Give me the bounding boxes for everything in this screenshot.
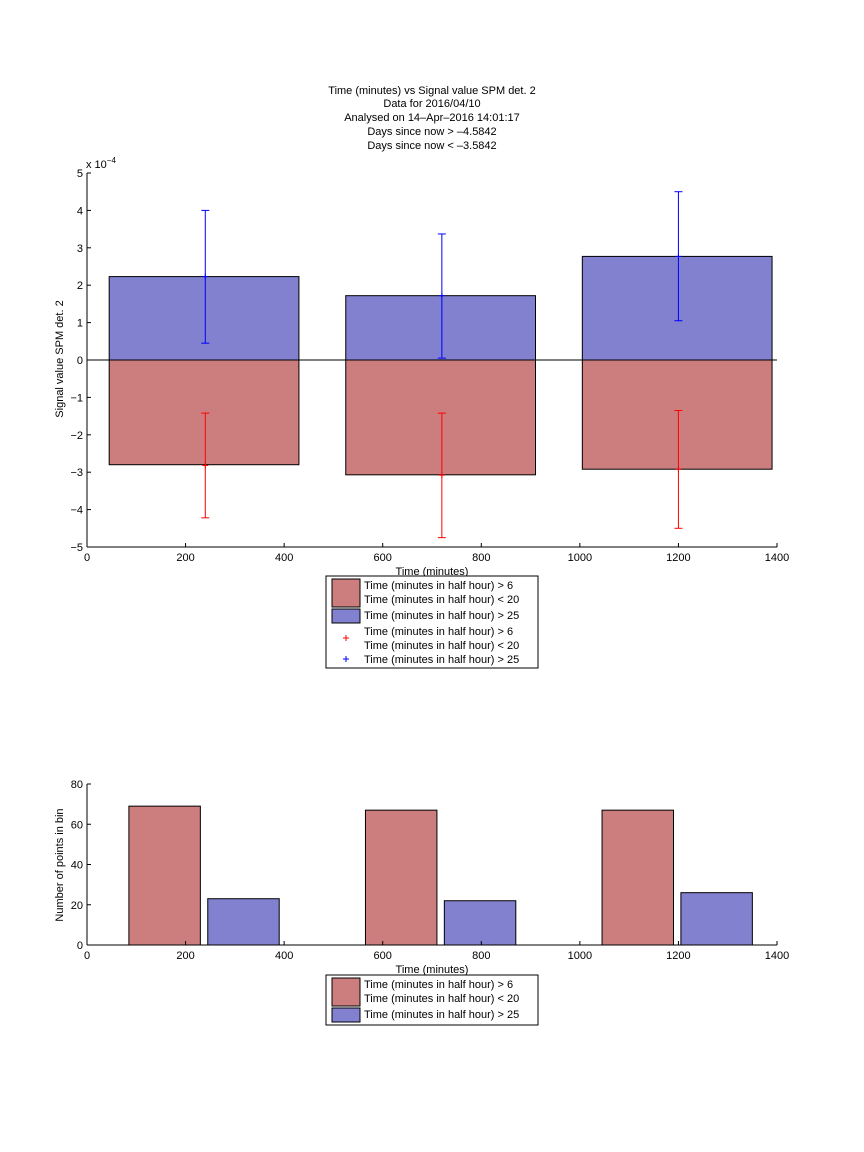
legend-label: Time (minutes in half hour) > 25 bbox=[364, 1009, 519, 1021]
chart1-title-line: Days since now > –4.5842 bbox=[367, 126, 496, 138]
legend-label: Time (minutes in half hour) > 25 bbox=[364, 610, 519, 622]
y-tick-label: 3 bbox=[77, 243, 83, 255]
y-tick-label: 40 bbox=[71, 860, 83, 872]
y-tick-label: 2 bbox=[77, 280, 83, 292]
positive-bar bbox=[345, 295, 536, 361]
negative-bar bbox=[581, 359, 773, 470]
y-tick-label: −3 bbox=[70, 467, 83, 479]
y-tick-label: −5 bbox=[70, 542, 83, 554]
x-tick-label: 800 bbox=[472, 552, 490, 564]
legend-swatch bbox=[331, 608, 361, 624]
chart2-axes: 0 200 400 600 800 1000 1200 1400 0 20 40 60 80 bbox=[71, 779, 789, 962]
y-tick-label: −1 bbox=[70, 392, 83, 404]
x-tick-label: 800 bbox=[472, 950, 490, 962]
chart1-title-line: Time (minutes) vs Signal value SPM det. … bbox=[328, 85, 535, 97]
chart1-errorbars bbox=[201, 191, 683, 539]
y-tick-label: −2 bbox=[70, 430, 83, 442]
legend-box bbox=[325, 575, 539, 669]
legend-label: Time (minutes in half hour) > 6 bbox=[364, 626, 513, 638]
chart1-y-exponent: x 10−4 bbox=[86, 156, 116, 171]
x-tick-label: 1000 bbox=[568, 552, 592, 564]
legend-box bbox=[325, 974, 539, 1026]
y-tick-label: 4 bbox=[77, 205, 83, 217]
x-tick-label: 1200 bbox=[666, 552, 690, 564]
y-tick-label: 1 bbox=[77, 318, 83, 330]
chart2-legend: Time (minutes in half hour) > 6 Time (min… bbox=[325, 974, 539, 1026]
x-tick-label: 200 bbox=[176, 950, 194, 962]
legend-label: Time (minutes in half hour) > 6 bbox=[364, 979, 513, 991]
x-tick-label: 400 bbox=[275, 950, 293, 962]
x-tick-label: 0 bbox=[84, 950, 90, 962]
y-tick-label: 5 bbox=[77, 168, 83, 180]
count-bar-late bbox=[680, 892, 753, 946]
y-tick-label: −4 bbox=[70, 505, 83, 517]
chart1-bars bbox=[108, 255, 773, 476]
x-tick-label: 600 bbox=[374, 552, 392, 564]
y-tick-label: 0 bbox=[77, 355, 83, 367]
chart1-axes: 0 200 400 600 800 1000 1200 1400 −5 −4 −3 −2 −1 0 1 2 3 4… bbox=[70, 168, 789, 564]
legend-swatch bbox=[331, 1007, 361, 1023]
legend-label: Time (minutes in half hour) < 20 bbox=[364, 993, 519, 1005]
count-bar-early bbox=[364, 809, 438, 946]
negative-bar bbox=[108, 359, 300, 466]
count-bar-early bbox=[601, 809, 674, 946]
legend-label: Time (minutes in half hour) > 25 bbox=[364, 654, 519, 666]
legend-label: Time (minutes in half hour) < 20 bbox=[364, 594, 519, 606]
x-tick-label: 1400 bbox=[765, 950, 789, 962]
positive-bar bbox=[581, 255, 773, 361]
chart1-title-line: Analysed on 14–Apr–2016 14:01:17 bbox=[344, 112, 520, 124]
legend-label: Time (minutes in half hour) < 20 bbox=[364, 640, 519, 652]
count-bar-late bbox=[443, 900, 517, 946]
x-tick-label: 1400 bbox=[765, 552, 789, 564]
chart2-x-axis-label: Time (minutes) bbox=[396, 964, 469, 976]
chart1-legend: Time (minutes in half hour) > 6 Time (min… bbox=[325, 575, 539, 669]
y-tick-label: 0 bbox=[77, 940, 83, 952]
x-tick-label: 400 bbox=[275, 552, 293, 564]
negative-bar bbox=[345, 359, 536, 476]
y-tick-label: 80 bbox=[71, 779, 83, 791]
positive-bar bbox=[108, 276, 300, 361]
count-bar-late bbox=[207, 898, 280, 946]
legend-swatch bbox=[331, 977, 361, 1007]
chart1-title-line: Days since now < –3.5842 bbox=[367, 140, 496, 152]
x-tick-label: 200 bbox=[176, 552, 194, 564]
chart2-bars bbox=[128, 805, 753, 946]
x-tick-label: 600 bbox=[374, 950, 392, 962]
x-tick-label: 1200 bbox=[666, 950, 690, 962]
chart1-x-axis-label: Time (minutes) bbox=[396, 566, 469, 578]
count-bar-early bbox=[128, 805, 201, 946]
y-tick-label: 60 bbox=[71, 819, 83, 831]
x-tick-label: 0 bbox=[84, 552, 90, 564]
chart1-y-axis-label: Signal value SPM det. 2 bbox=[54, 300, 66, 417]
legend-swatch bbox=[331, 578, 361, 608]
legend-label: Time (minutes in half hour) > 6 bbox=[364, 580, 513, 592]
chart1-title-line: Data for 2016/04/10 bbox=[383, 98, 480, 110]
chart2-y-axis-label: Number of points in bin bbox=[54, 808, 66, 921]
y-tick-label: 20 bbox=[71, 900, 83, 912]
x-tick-label: 1000 bbox=[568, 950, 592, 962]
chart1-title: Time (minutes) vs Signal value SPM det. … bbox=[328, 85, 535, 152]
